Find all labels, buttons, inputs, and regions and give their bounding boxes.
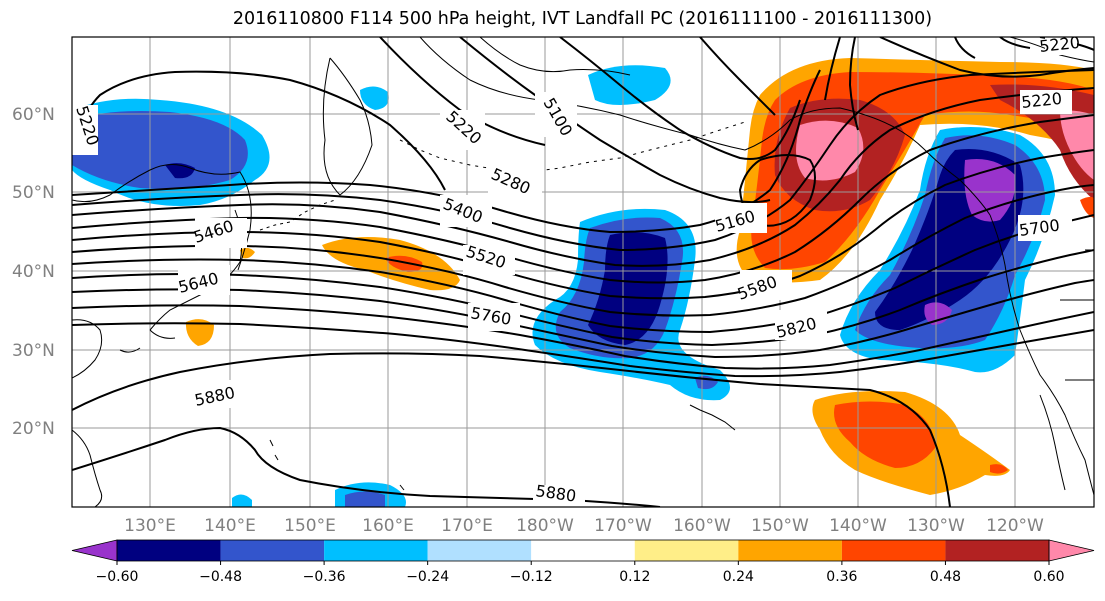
colorbar-tick-label: −0.36 (303, 569, 346, 585)
colorbar-segment (841, 540, 946, 561)
contour-5880 (72, 352, 951, 507)
ivt-shading-central-pacific (532, 208, 730, 401)
longitude-tick-label: 150°E (284, 516, 336, 536)
ivt-shading-subtropical (812, 391, 1010, 495)
colorbar-tick-label: 0.12 (619, 569, 650, 585)
colorbar-segment (324, 540, 428, 561)
latitude-tick-label: 50°N (12, 183, 55, 203)
contour-labels: 5220 5100 5220 5280 5400 5460 5520 5640 … (72, 33, 1081, 507)
colorbar-tick-label: 0.24 (723, 569, 754, 585)
colorbar: −0.60 −0.48 −0.36 −0.24 −0.12 0.12 0.24 0.36 0.4… (71, 539, 1095, 585)
graticule (72, 37, 1094, 507)
latitude-tick-label: 40°N (12, 262, 55, 282)
longitude-tick-label: 160°W (673, 516, 731, 536)
colorbar-segment (738, 540, 842, 561)
colorbar-extend-max (1048, 539, 1095, 562)
longitude-tick-label: 140°E (204, 516, 256, 536)
longitude-tick-label: 160°E (362, 516, 414, 536)
contour-label: 5220 (1038, 33, 1080, 56)
contour-5220-low (72, 70, 446, 191)
colorbar-tick-label: −0.12 (510, 569, 553, 585)
longitude-tick-labels: 130°E 140°E 150°E 160°E 170°E 180°W 170°W 160°W… (124, 516, 1044, 536)
colorbar-tick-label: 0.60 (1033, 569, 1064, 585)
longitude-tick-label: 170°W (594, 516, 652, 536)
colorbar-segment (634, 540, 739, 561)
map-border (71, 36, 1095, 508)
latitude-tick-labels: 60°N 50°N 40°N 30°N 20°N (12, 105, 55, 439)
colorbar-segment (220, 540, 325, 561)
colorbar-segment (117, 540, 221, 561)
longitude-tick-label: 180°W (516, 516, 574, 536)
longitude-tick-label: 150°W (751, 516, 809, 536)
latitude-tick-label: 30°N (12, 341, 55, 361)
colorbar-segment (531, 540, 635, 561)
colorbar-extend-min (71, 539, 118, 562)
colorbar-tick-label: −0.48 (199, 569, 242, 585)
latitude-tick-label: 20°N (12, 419, 55, 439)
chart-title: 2016110800 F114 500 hPa height, IVT Land… (232, 9, 933, 29)
latitude-tick-label: 60°N (12, 105, 55, 125)
ivt-shading-ne-pacific (840, 126, 1055, 373)
longitude-tick-label: 140°W (829, 516, 887, 536)
colorbar-segment (427, 540, 532, 561)
height-contours (72, 37, 1094, 507)
colorbar-frame (116, 539, 1050, 562)
longitude-tick-label: 170°E (441, 516, 493, 536)
colorbar-tick-label: −0.24 (406, 569, 449, 585)
longitude-tick-label: 130°E (124, 516, 176, 536)
colorbar-segment (945, 540, 1049, 561)
colorbar-tick-label: 0.36 (826, 569, 857, 585)
colorbar-tick-label: 0.48 (930, 569, 961, 585)
longitude-tick-label: 120°W (986, 516, 1044, 536)
coastlines (72, 37, 1094, 507)
contour-label: 5220 (1020, 89, 1062, 112)
longitude-tick-label: 130°W (907, 516, 965, 536)
colorbar-tick-label: −0.60 (96, 569, 139, 585)
